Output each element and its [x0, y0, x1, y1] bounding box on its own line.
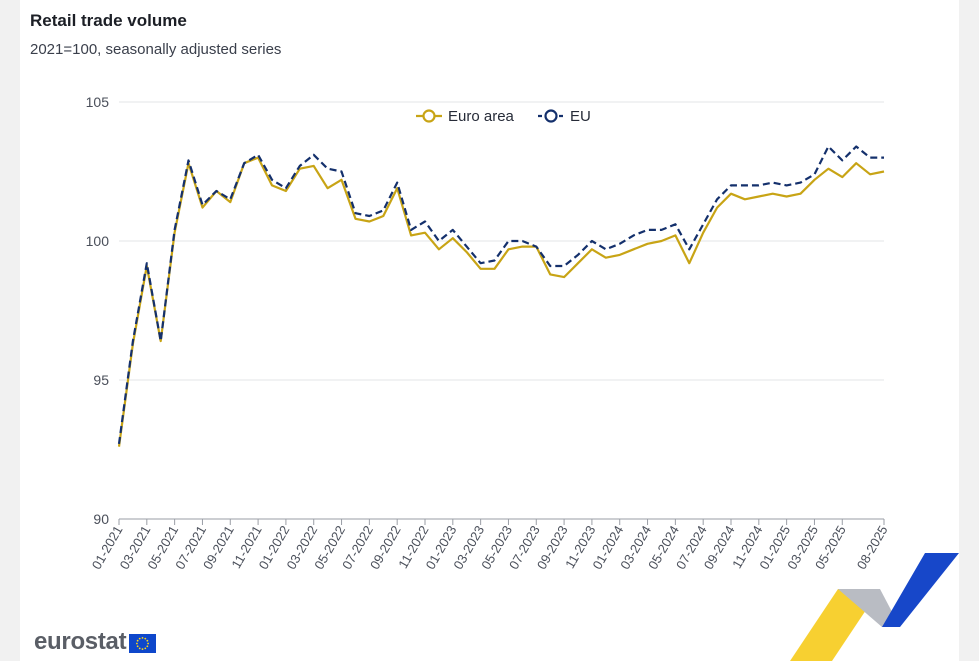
- chart-card: Retail trade volume 2021=100, seasonally…: [20, 0, 959, 661]
- series-lines: [117, 145, 885, 447]
- ribbon-yellow-shape: [790, 589, 880, 661]
- eurostat-logo: eurostat: [34, 628, 157, 656]
- flag-star: [139, 637, 141, 640]
- flag-star: [137, 639, 139, 642]
- flag-star: [141, 636, 144, 639]
- y-tick-label: 90: [93, 511, 109, 527]
- line-chart: 90 95 100 105 01-202103-202105-202107-20210…: [86, 94, 959, 661]
- flag-star: [136, 642, 139, 644]
- flag-star: [147, 642, 150, 644]
- flag-star: [141, 647, 144, 650]
- legend-label: Euro area: [448, 108, 515, 125]
- legend-marker-icon: [544, 109, 558, 123]
- y-tick-label: 100: [86, 233, 110, 249]
- legend-item-eu[interactable]: EU: [538, 108, 591, 125]
- legend-marker-icon: [422, 109, 436, 123]
- brand-ribbon-graphic: [790, 553, 959, 661]
- logo-text: eurostat: [34, 628, 127, 655]
- flag-star: [139, 646, 141, 649]
- flag-star: [146, 644, 149, 647]
- flag-star: [144, 637, 147, 640]
- x-axis-ticks: 01-202103-202105-202107-202109-202111-20…: [89, 519, 891, 572]
- x-tick-label: 08-2025: [854, 523, 891, 572]
- series-line-euro-area[interactable]: [117, 156, 885, 447]
- series-line-eu[interactable]: [117, 145, 884, 445]
- chart-subtitle: 2021=100, seasonally adjusted series: [30, 41, 282, 58]
- eu-flag-icon: [129, 633, 157, 653]
- y-tick-label: 95: [93, 372, 109, 388]
- legend-item-euro-area[interactable]: Euro area: [416, 108, 515, 125]
- legend-label: EU: [570, 108, 591, 125]
- flag-star: [137, 644, 139, 647]
- y-axis-ticks: 90 95 100 105: [86, 94, 110, 527]
- ribbon-grey-shape: [838, 589, 900, 627]
- y-tick-label: 105: [86, 94, 110, 110]
- legend[interactable]: Euro area EU: [416, 108, 591, 125]
- grid-lines: [119, 101, 884, 520]
- flag-star: [144, 646, 147, 649]
- chart-title: Retail trade volume: [30, 11, 187, 30]
- ribbon-blue-shape: [882, 553, 959, 627]
- flag-star: [146, 639, 149, 642]
